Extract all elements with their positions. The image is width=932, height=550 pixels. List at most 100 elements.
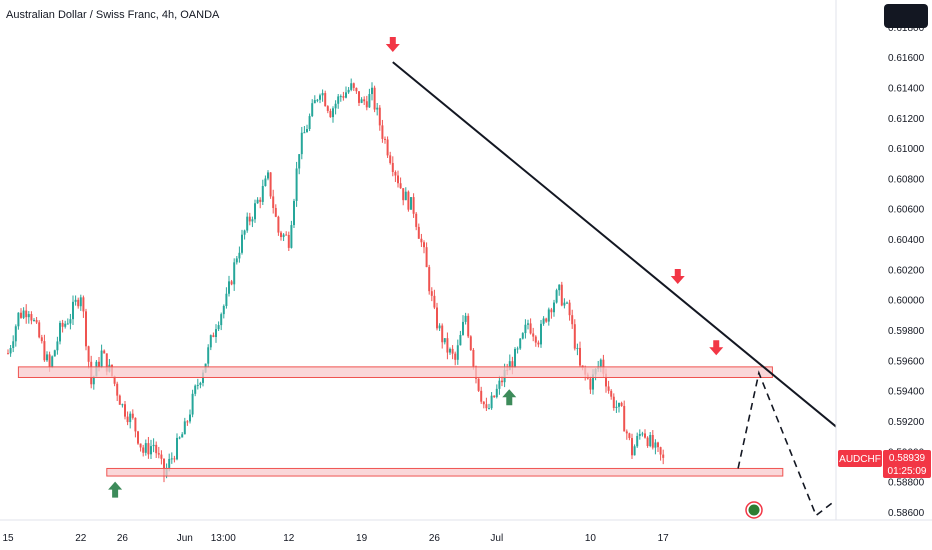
candle-body — [261, 186, 264, 202]
candle-body — [386, 139, 389, 156]
candle-body — [321, 93, 324, 96]
candle-body — [147, 443, 150, 455]
candle-body — [246, 216, 249, 231]
candle-body — [316, 99, 319, 101]
candle-body — [129, 413, 132, 423]
candle-body — [139, 443, 142, 448]
y-tick-label: 0.60200 — [888, 265, 925, 276]
candle-body — [651, 435, 654, 448]
candle-body — [339, 96, 342, 98]
candle-body — [295, 168, 298, 201]
candle-body — [516, 348, 519, 350]
candle-body — [134, 417, 137, 432]
candle-body — [160, 454, 163, 459]
y-tick-label: 0.59800 — [888, 326, 925, 337]
down-arrow-icon — [385, 37, 400, 53]
candle-body — [264, 178, 267, 187]
x-tick-label: 26 — [117, 533, 129, 544]
candle-body — [142, 447, 145, 453]
projection-path[interactable] — [737, 370, 833, 517]
candle-body — [529, 323, 532, 334]
candle-body — [272, 196, 275, 208]
candle-body — [358, 91, 360, 103]
candle-body — [228, 281, 230, 294]
candle-body — [69, 319, 72, 324]
candle-body — [605, 373, 607, 387]
candle-body — [217, 325, 220, 330]
candle-body — [599, 359, 602, 367]
last-price-label: 0.58939 — [889, 453, 926, 464]
candle-body — [423, 242, 425, 248]
support-zone[interactable] — [106, 467, 784, 477]
candle-body — [482, 401, 485, 405]
y-tick-label: 0.61800 — [888, 23, 925, 34]
candle-body — [137, 431, 139, 444]
candle-body — [56, 341, 59, 351]
candle-body — [573, 324, 576, 349]
candle-body — [98, 361, 100, 367]
candle-body — [521, 333, 524, 339]
candle-body — [85, 311, 87, 347]
candle-body — [59, 322, 61, 342]
candle-body — [82, 297, 85, 312]
candle-body — [345, 92, 347, 98]
x-tick-label: Jun — [177, 533, 193, 544]
candle-body — [472, 349, 475, 367]
candle-body — [350, 83, 353, 90]
candle-body — [576, 347, 579, 349]
candle-body — [33, 320, 35, 322]
candle-body — [381, 125, 384, 139]
candle-body — [186, 421, 189, 423]
candle-body — [410, 197, 412, 210]
candle-body — [360, 99, 363, 103]
candle-body — [324, 93, 327, 107]
x-tick-label: 19 — [356, 533, 368, 544]
candle-body — [12, 341, 15, 349]
candle-body — [592, 374, 594, 390]
candle-body — [329, 110, 332, 118]
resistance-zone[interactable] — [17, 366, 773, 378]
candle-body — [462, 321, 464, 335]
candle-body — [212, 335, 215, 338]
candle-body — [53, 350, 56, 357]
candle-body — [64, 323, 67, 327]
candle-body — [285, 234, 288, 236]
candle-body — [378, 107, 381, 126]
candle-body — [233, 262, 236, 285]
candle-body — [116, 383, 119, 396]
x-tick-label: 22 — [75, 533, 87, 544]
candle-body — [238, 252, 241, 259]
candle-body — [425, 247, 428, 268]
candle-body — [191, 393, 194, 415]
candle-body — [540, 323, 542, 345]
candle-body — [610, 390, 613, 397]
candle-body — [269, 172, 272, 197]
candle-body — [274, 207, 277, 217]
candle-body — [173, 458, 176, 460]
arrows-layer — [108, 37, 724, 498]
candle-body — [121, 404, 124, 406]
candle-body — [371, 87, 373, 95]
candle-body — [22, 310, 25, 318]
candle-body — [61, 322, 64, 327]
candle-body — [9, 348, 12, 354]
trendline[interactable] — [392, 61, 857, 444]
candle-body — [368, 94, 371, 108]
candle-body — [547, 309, 550, 322]
candle-body — [628, 433, 631, 439]
candle-body — [194, 385, 197, 394]
candle-body — [498, 380, 501, 389]
candle-body — [566, 302, 568, 304]
target-icon[interactable] — [745, 501, 763, 519]
candle-body — [407, 191, 410, 210]
candle-body — [493, 395, 496, 398]
candle-body — [534, 336, 537, 343]
candle-body — [87, 346, 90, 362]
candle-body — [308, 116, 311, 130]
candle-body — [287, 234, 290, 248]
candle-body — [313, 100, 316, 104]
candle-body — [625, 431, 628, 434]
scale-menu-button[interactable] — [884, 4, 928, 28]
y-tick-label: 0.60400 — [888, 235, 925, 246]
candle-body — [508, 361, 511, 371]
